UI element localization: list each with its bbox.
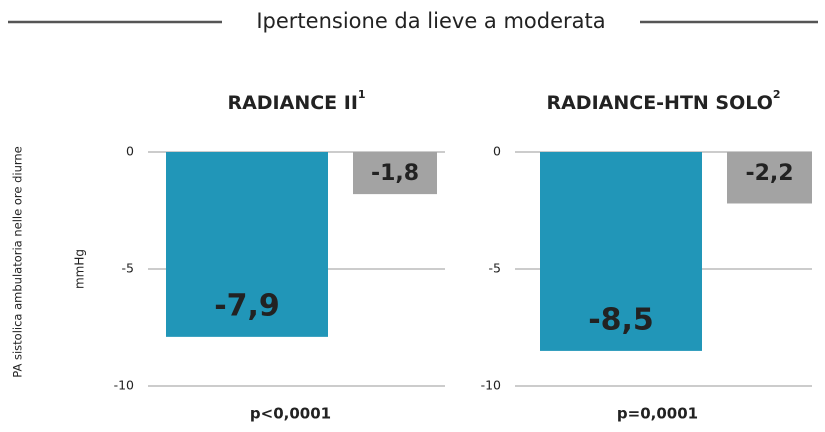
y-tick-label: -5 bbox=[489, 261, 501, 276]
bar bbox=[353, 152, 437, 195]
value-label: -2,2 bbox=[745, 161, 793, 186]
y-tick-label: 0 bbox=[493, 144, 501, 159]
p-value: p<0,0001 bbox=[250, 405, 331, 423]
y-label: mmHg bbox=[73, 249, 87, 289]
title-text: RADIANCE II bbox=[227, 92, 357, 114]
p-value: p=0,0001 bbox=[617, 405, 698, 423]
title-text: RADIANCE-HTN SOLO bbox=[546, 92, 772, 114]
y-tick-label: -10 bbox=[114, 378, 134, 393]
chart-title: RADIANCE-HTN SOLO2 bbox=[546, 88, 780, 114]
value-label: -7,9 bbox=[214, 288, 280, 323]
value-label: -8,5 bbox=[588, 302, 654, 337]
value-label: -1,8 bbox=[371, 161, 419, 186]
bar bbox=[540, 152, 702, 351]
bar bbox=[727, 152, 812, 204]
bar bbox=[166, 152, 328, 337]
y-tick-label: 0 bbox=[126, 144, 134, 159]
page-title: Ipertensione da lieve a moderata bbox=[256, 9, 605, 33]
y-tick-label: -10 bbox=[481, 378, 501, 393]
title-ref: 2 bbox=[773, 88, 781, 101]
chart-title: RADIANCE II1 bbox=[227, 88, 365, 114]
title-ref: 1 bbox=[358, 88, 366, 101]
y-axis-label: PA sistolica ambulatoria nelle ore diurn… bbox=[11, 146, 25, 378]
y-tick-label: -5 bbox=[122, 261, 134, 276]
